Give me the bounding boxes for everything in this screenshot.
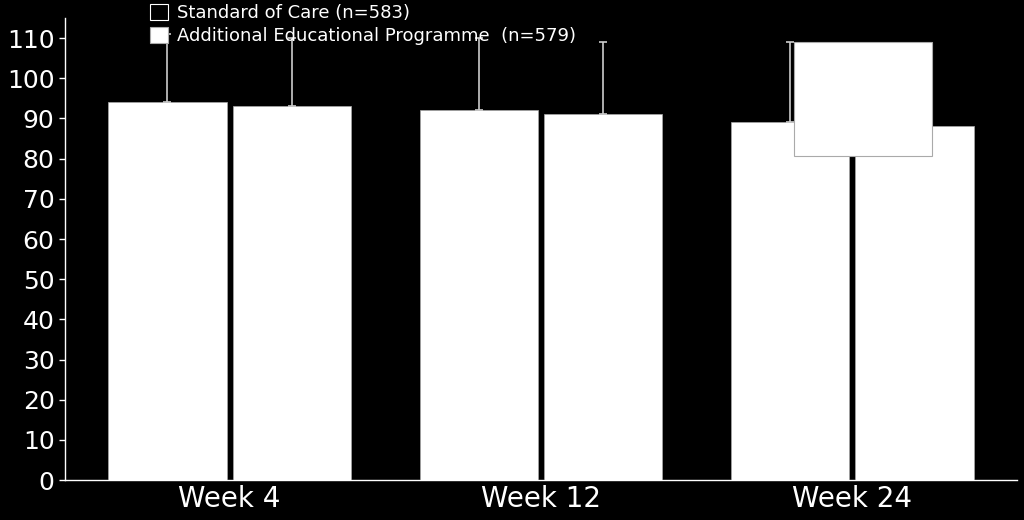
Bar [855, 126, 974, 480]
Legend: Standard of Care (n=583), Additional Educational Programme  (n=579): Standard of Care (n=583), Additional Edu… [151, 4, 577, 45]
Bar [420, 110, 538, 480]
Bar [232, 107, 351, 480]
Bar [544, 114, 663, 480]
Bar [731, 122, 849, 480]
Bar [109, 102, 226, 480]
